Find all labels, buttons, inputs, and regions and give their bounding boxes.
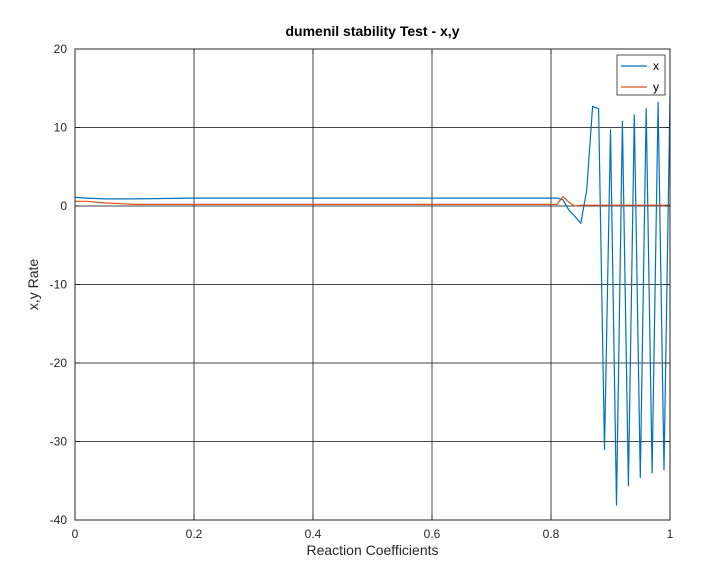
axis-ticks: 0 0.2 0.4 0.6 0.8 1 -40 -30 -20 -10 0 10 20 [50,42,674,541]
series-line-y [75,196,670,207]
legend: xy [616,54,666,96]
legend-label-x: x [653,59,659,73]
x-tick-label: 0.2 [186,527,203,541]
x-tick-label: 0.8 [543,527,560,541]
y-tick-label: -20 [50,356,68,370]
y-tick-label: -40 [50,513,68,527]
y-tick-label: 20 [54,42,68,56]
chart-title: dumenil stability Test - x,y [285,23,459,39]
x-tick-label: 0 [72,527,79,541]
series-line-x [74,96,671,506]
x-tick-label: 1 [667,527,674,541]
x-axis-label: Reaction Coefficients [306,542,438,558]
x-tick-label: 0.4 [305,527,322,541]
legend-label-y: y [653,80,659,94]
y-axis-label: x,y Rate [25,259,41,311]
y-tick-label: 0 [60,199,67,213]
series-layer [74,96,671,506]
x-tick-label: 0.6 [424,527,441,541]
y-tick-label: -30 [50,435,68,449]
y-tick-label: -10 [50,278,68,292]
y-tick-label: 10 [54,121,68,135]
legend-box [616,54,666,96]
